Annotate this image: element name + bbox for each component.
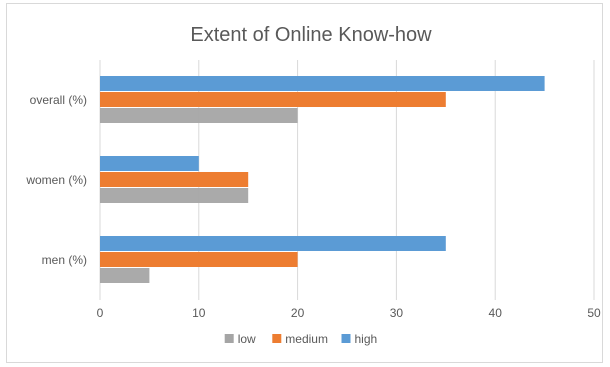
legend-label-high: high	[355, 332, 378, 346]
bar-medium-overall	[100, 92, 446, 107]
x-tick-label: 50	[587, 306, 601, 320]
bar-high-men	[100, 236, 446, 251]
bar-low-women	[100, 188, 249, 203]
x-tick-label: 30	[390, 306, 404, 320]
legend-label-low: low	[238, 332, 256, 346]
category-labels: men (%) women (%) overall (%)	[25, 93, 87, 267]
x-tick-label: 10	[192, 306, 206, 320]
bar-high-women	[100, 156, 199, 171]
bar-medium-women	[100, 172, 249, 187]
legend: low medium high	[224, 332, 378, 346]
bar-chart: Extent of Online Know-how men (%) women (…	[25, 24, 601, 346]
bar-low-men	[100, 268, 150, 283]
legend-swatch-low	[224, 334, 234, 343]
x-tick-label: 0	[97, 306, 104, 320]
legend-swatch-high	[341, 334, 351, 343]
y-category-label: men (%)	[42, 253, 87, 267]
chart-title: Extent of Online Know-how	[190, 24, 432, 46]
bar-high-overall	[100, 76, 545, 91]
chart-area: Extent of Online Know-how men (%) women (…	[6, 3, 603, 363]
bar-medium-men	[100, 252, 298, 267]
legend-label-medium: medium	[285, 332, 328, 346]
bars	[100, 76, 545, 283]
bar-low-overall	[100, 108, 298, 123]
x-tick-label: 20	[291, 306, 305, 320]
y-category-label: overall (%)	[30, 93, 87, 107]
x-tick-label: 40	[489, 306, 503, 320]
value-axis-labels: 0 10 20 30 40 50	[97, 306, 601, 320]
legend-swatch-medium	[272, 334, 282, 343]
y-category-label: women (%)	[25, 173, 87, 187]
